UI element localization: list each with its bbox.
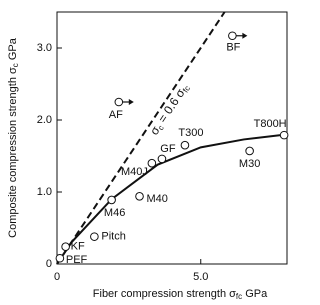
point-label: GF — [160, 143, 176, 155]
data-point — [55, 253, 65, 263]
dashed-line — [56, 11, 226, 265]
data-point — [107, 195, 116, 205]
y-axis-label-part: Composite compression strength σ — [7, 67, 19, 238]
x-tick-label: 5.0 — [193, 271, 208, 283]
point-label: M30 — [239, 158, 260, 170]
line-annotation-part: c — [156, 124, 166, 132]
x-axis-label: Fiber compression strength σfc GPa — [93, 288, 268, 301]
point-label: M40 — [147, 193, 168, 205]
y-axis-label-part: GPa — [7, 37, 19, 63]
chart: 0 5.0 0 1.0 2.0 3.0 Fiber compression strength… — [7, 11, 289, 301]
y-tick-label: 2.0 — [37, 114, 52, 126]
y-tick-label: 0 — [46, 258, 52, 270]
x-tick-label: 0 — [54, 271, 60, 283]
point-label: KF — [71, 241, 85, 253]
point-label: PEF — [66, 254, 88, 266]
arrow-head — [242, 32, 248, 39]
arrow-head — [128, 99, 134, 105]
point-label: T800H — [254, 118, 287, 130]
point-label: T300 — [178, 127, 203, 139]
y-tick-label: 3.0 — [37, 42, 52, 54]
y-tick-label: 1.0 — [37, 186, 52, 198]
y-axis-label-part: c — [11, 63, 20, 67]
data-point — [157, 154, 167, 164]
y-axis-label: Composite compression strength σc GPa — [7, 37, 20, 238]
point-label: Pitch — [101, 231, 125, 243]
data-point — [114, 97, 124, 107]
point-label: M46 — [104, 207, 125, 219]
x-axis-label-part: Fiber compression strength σ — [93, 288, 236, 300]
line-annotation-part: fc — [181, 84, 192, 94]
point-label: BF — [226, 42, 240, 54]
data-point — [90, 232, 99, 241]
solid-line — [56, 133, 288, 265]
line-annotation-part: = 0.6 σ — [153, 86, 188, 128]
x-axis-label-part: fc — [236, 292, 242, 301]
data-point — [61, 242, 70, 252]
data-point — [180, 140, 190, 150]
point-label: M40J — [121, 166, 148, 178]
data-point — [279, 130, 289, 140]
data-point — [228, 31, 237, 41]
point-label: AF — [109, 109, 123, 121]
data-point — [245, 146, 254, 156]
data-point — [147, 158, 157, 168]
data-point — [135, 192, 144, 201]
x-axis-label-part: GPa — [242, 288, 268, 300]
